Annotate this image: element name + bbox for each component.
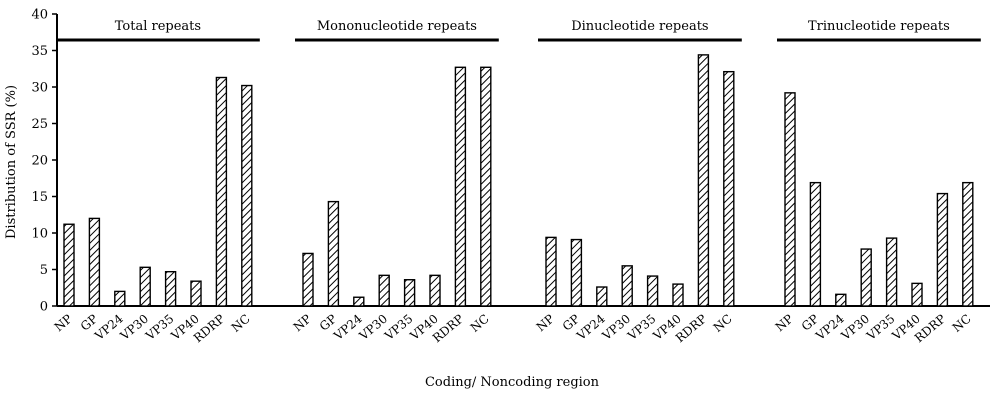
x-tick-label: NP bbox=[534, 312, 557, 335]
x-tick-label: NC bbox=[950, 312, 974, 335]
x-tick-label: VP24 bbox=[330, 311, 365, 343]
x-tick-label: VP30 bbox=[356, 312, 390, 344]
bar bbox=[88, 217, 101, 307]
bar bbox=[403, 279, 416, 307]
bar bbox=[378, 274, 390, 307]
bar bbox=[114, 290, 126, 307]
bar bbox=[784, 92, 796, 307]
x-tick-label: VP30 bbox=[117, 312, 151, 344]
y-tick-label: 20 bbox=[31, 154, 48, 169]
bar bbox=[327, 200, 340, 307]
bar bbox=[885, 237, 898, 307]
bar bbox=[545, 236, 557, 307]
x-axis-title: Coding/ Noncoding region bbox=[425, 375, 600, 390]
bar bbox=[480, 66, 492, 307]
x-tick-label: VP35 bbox=[142, 312, 176, 344]
bar bbox=[911, 282, 923, 307]
y-tick-label: 30 bbox=[31, 81, 48, 96]
bar bbox=[809, 181, 822, 307]
y-tick-label: 15 bbox=[31, 190, 48, 205]
group-title: Trinucleotide repeats bbox=[808, 19, 950, 34]
bar bbox=[672, 283, 684, 307]
group-title: Total repeats bbox=[115, 19, 201, 34]
bar bbox=[302, 252, 314, 307]
x-tick-label: VP35 bbox=[863, 312, 897, 344]
bar bbox=[139, 266, 151, 307]
y-tick-label: 35 bbox=[31, 44, 48, 59]
x-tick-label: NP bbox=[291, 312, 314, 335]
y-tick-label: 5 bbox=[40, 263, 48, 278]
x-tick-label: NC bbox=[468, 312, 492, 335]
x-tick-label: NP bbox=[773, 312, 796, 335]
bar bbox=[190, 280, 202, 307]
group-title: Dinucleotide repeats bbox=[571, 19, 708, 34]
y-tick-label: 0 bbox=[40, 300, 48, 315]
bar bbox=[723, 70, 735, 307]
bar bbox=[353, 296, 365, 307]
bar bbox=[621, 265, 633, 307]
x-tick-label: NC bbox=[711, 312, 735, 335]
bar bbox=[962, 181, 974, 307]
bar bbox=[164, 270, 177, 307]
bar bbox=[63, 223, 75, 307]
x-tick-label: VP35 bbox=[381, 312, 415, 344]
group-title: Mononucleotide repeats bbox=[317, 19, 477, 34]
bar bbox=[570, 238, 583, 307]
x-tick-label: NP bbox=[52, 312, 75, 335]
y-tick-label: 40 bbox=[31, 8, 48, 23]
bar bbox=[241, 84, 253, 307]
x-tick-label: VP24 bbox=[573, 311, 608, 343]
bar bbox=[429, 274, 441, 307]
bar bbox=[697, 54, 710, 307]
bar bbox=[646, 275, 659, 307]
x-tick-label: VP30 bbox=[599, 312, 633, 344]
x-tick-label: VP35 bbox=[624, 312, 658, 344]
x-tick-label: NC bbox=[229, 312, 253, 335]
x-tick-label: VP30 bbox=[838, 312, 872, 344]
bar bbox=[596, 286, 608, 307]
bar bbox=[860, 248, 872, 307]
x-tick-label: VP24 bbox=[812, 311, 847, 343]
y-tick-label: 10 bbox=[31, 227, 48, 242]
y-axis-title: Distribution of SSR (%) bbox=[4, 85, 19, 239]
bar bbox=[936, 192, 949, 307]
bar bbox=[454, 66, 467, 307]
x-tick-label: VP24 bbox=[91, 311, 126, 343]
y-tick-label: 25 bbox=[31, 117, 48, 132]
bar bbox=[215, 76, 228, 307]
bar bbox=[835, 293, 847, 307]
